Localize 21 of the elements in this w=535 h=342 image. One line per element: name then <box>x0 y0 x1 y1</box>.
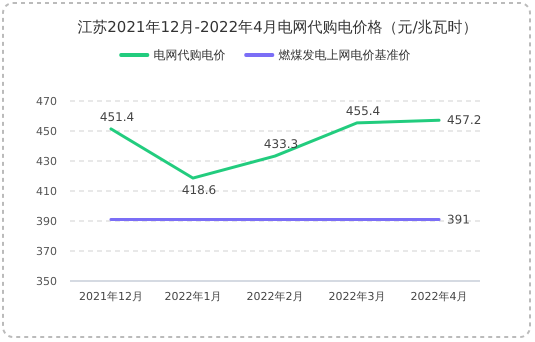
y-tick-label: 430 <box>36 155 57 168</box>
legend-label: 电网代购电价 <box>153 48 226 62</box>
data-label: 418.6 <box>182 183 216 198</box>
y-tick-label: 470 <box>36 95 57 108</box>
x-tick-label: 2022年3月 <box>328 290 386 303</box>
x-tick-label: 2022年1月 <box>164 290 222 303</box>
y-tick-label: 350 <box>36 275 57 288</box>
x-tick-label: 2022年2月 <box>246 290 304 303</box>
y-tick-label: 390 <box>36 215 57 228</box>
x-tick-label: 2022年4月 <box>410 290 468 303</box>
data-label: 455.4 <box>346 104 380 118</box>
data-label: 451.4 <box>100 110 134 124</box>
data-label: 457.2 <box>447 113 482 128</box>
y-tick-label: 410 <box>36 185 57 198</box>
chart-title: 江苏2021年12月-2022年4月电网代购电价格（元/兆瓦时） <box>77 18 478 36</box>
y-tick-label: 450 <box>36 125 57 138</box>
legend-label: 燃煤发电上网电价基准价 <box>278 48 410 62</box>
x-tick-label: 2021年12月 <box>79 290 143 303</box>
y-tick-label: 370 <box>36 245 57 258</box>
data-label: 433.3 <box>264 137 298 152</box>
data-label: 391 <box>447 212 470 226</box>
